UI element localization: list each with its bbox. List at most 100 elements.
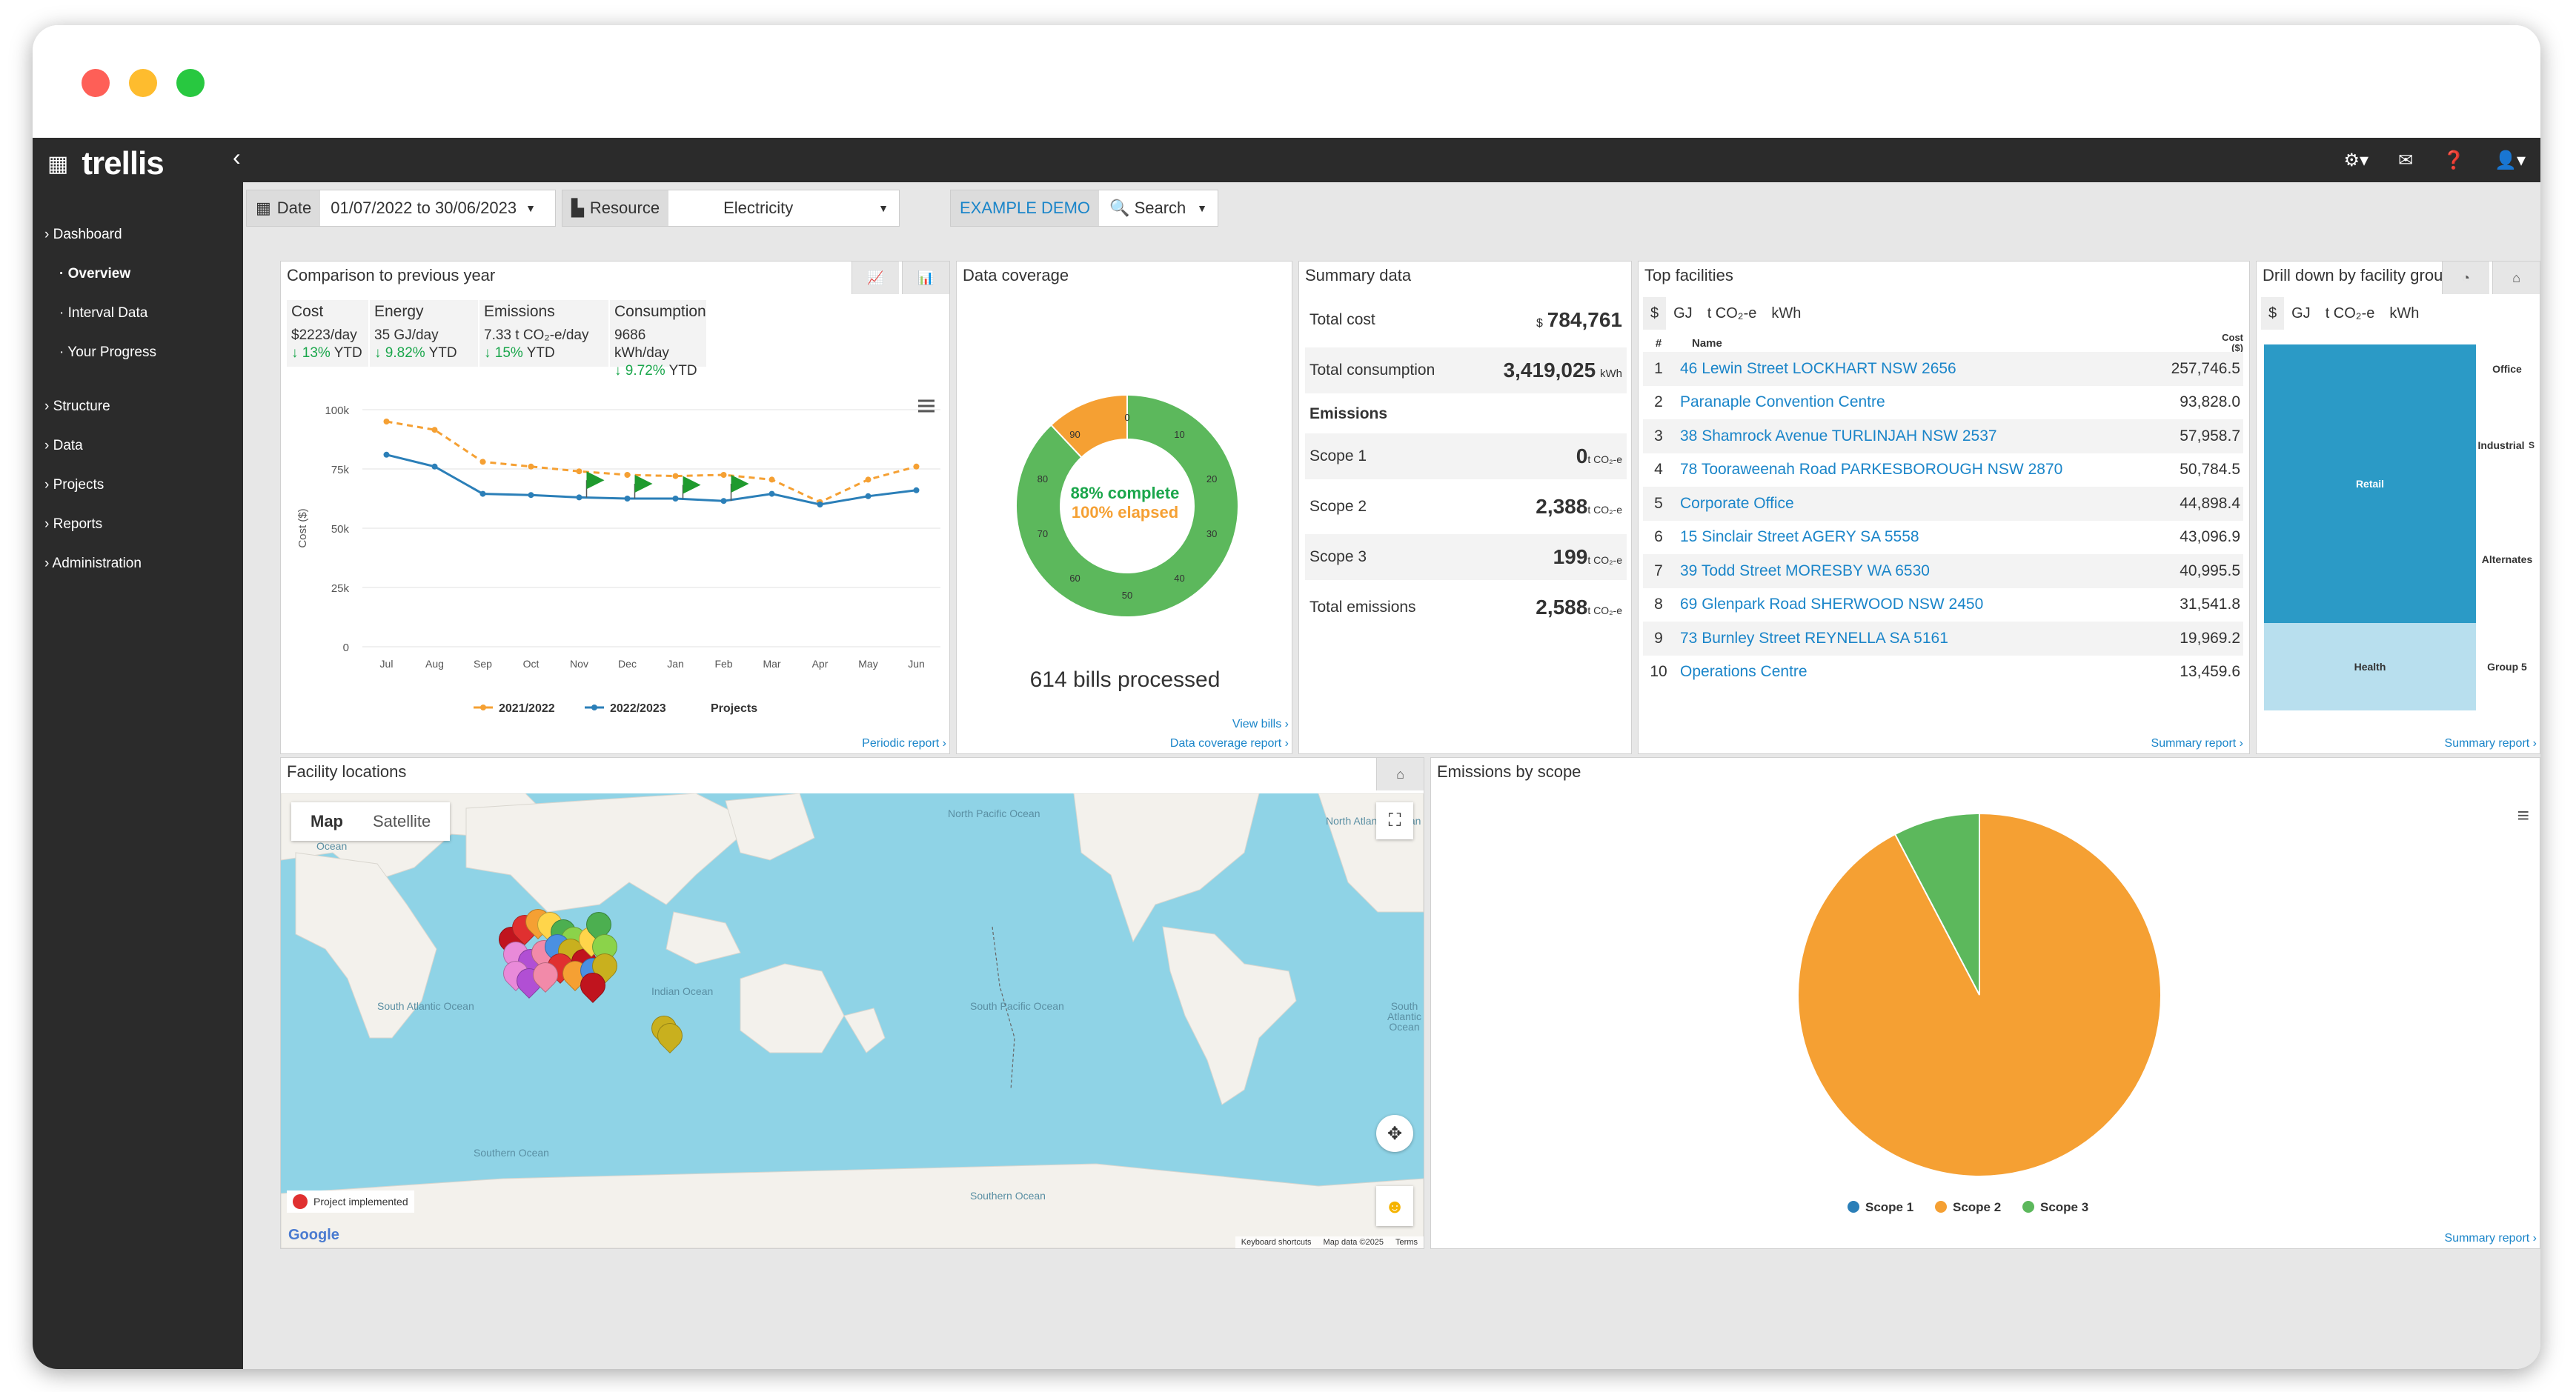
sidebar-item[interactable]: · Interval Data [59,305,148,321]
demo-search-filter[interactable]: EXAMPLE DEMO 🔍 Search ▼ [950,190,1218,227]
facility-name-link[interactable]: 38 Shamrock Avenue TURLINJAH NSW 2537 [1680,427,1997,444]
table-row[interactable]: 4 78 Tooraweenah Road PARKESBOROUGH NSW … [1643,453,2243,487]
data-point[interactable] [865,493,872,499]
mail-icon[interactable]: ✉ [2398,150,2414,170]
street-view-pegman-icon[interactable]: ☻ [1376,1186,1413,1226]
world-map[interactable]: North Pacific Ocean North Atlantic Ocean… [281,793,1424,1248]
legend-label[interactable]: Scope 3 [2040,1200,2088,1214]
table-row[interactable]: 7 39 Todd Street MORESBY WA 6530 40,995.… [1643,554,2243,588]
table-row[interactable]: 5 Corporate Office 44,898.4 [1643,487,2243,521]
chevron-down-icon[interactable]: ▼ [1197,202,1207,214]
date-range-value[interactable]: 01/07/2022 to 30/06/2023 [331,199,517,217]
resource-filter[interactable]: ▙ Resource Electricity ▼ [562,190,900,227]
sidebar-item[interactable]: · Overview [59,266,131,282]
apps-grid-icon[interactable]: ▦ [47,151,69,176]
unit-option[interactable]: $ [1643,297,1667,330]
sidebar-item[interactable]: › Dashboard [44,227,122,242]
treemap-cell-group-5[interactable]: Group 5 [2477,623,2537,710]
view-bills-link[interactable]: View bills › [1232,718,1289,730]
sidebar-item[interactable]: · Your Progress [59,344,156,360]
data-point[interactable] [720,472,727,478]
satellite-tab[interactable]: Satellite [373,812,431,830]
data-point[interactable] [383,419,390,424]
coverage-gap-arc[interactable] [1049,393,1128,459]
search-button[interactable]: 🔍 Search [1109,199,1186,218]
facility-name-link[interactable]: 73 Burnley Street REYNELLA SA 5161 [1680,629,1948,647]
facility-name-link[interactable]: Paranaple Convention Centre [1680,393,1885,411]
settings-gear-icon[interactable]: ⚙▾ [2343,150,2369,170]
resource-value[interactable]: Electricity [723,199,794,217]
help-icon[interactable]: ❓ [2443,150,2466,170]
terms-link[interactable]: Terms [1395,1238,1418,1247]
project-flag-icon[interactable] [586,471,605,490]
sidebar-item[interactable]: › Structure [44,399,110,414]
chart-menu-icon[interactable]: ≡ [2517,804,2529,827]
project-flag-icon[interactable] [683,476,701,494]
data-point[interactable] [720,498,727,504]
data-point[interactable] [672,496,679,502]
maximize-window-button[interactable] [176,69,205,97]
legend-label[interactable]: Scope 1 [1865,1200,1913,1214]
project-flag-icon[interactable] [634,475,653,493]
summary-report-link[interactable]: Summary report › [2151,737,2243,750]
collapse-sidebar-icon[interactable]: ‹ [233,144,241,170]
user-icon[interactable]: 👤▾ [2494,150,2526,170]
data-point[interactable] [913,463,920,470]
chevron-down-icon[interactable]: ▼ [878,202,889,214]
unit-option[interactable]: GJ [1673,304,1693,322]
data-point[interactable] [769,476,775,483]
facility-name-link[interactable]: 69 Glenpark Road SHERWOOD NSW 2450 [1680,596,1984,613]
line-chart-icon[interactable]: 📈 [852,262,899,294]
table-row[interactable]: 10 Operations Centre 13,459.6 [1643,656,2243,690]
treemap-cell-retail[interactable]: Retail [2264,344,2476,623]
legend-label[interactable]: 2021/2022 [499,702,555,715]
data-point[interactable] [528,463,534,470]
minimize-window-button[interactable] [129,69,157,97]
map-tab[interactable]: Map [311,812,343,830]
data-point[interactable] [624,472,631,478]
facility-name-link[interactable]: Operations Centre [1680,663,1807,681]
column-header-name[interactable]: Name [1692,336,1722,350]
date-filter[interactable]: ▦ Date 01/07/2022 to 30/06/2023 ▼ [246,190,556,227]
treemap-cell-industrial[interactable]: Industrial [2477,395,2525,496]
data-point[interactable] [479,459,486,465]
sidebar-item[interactable]: › Reports [44,516,103,532]
data-point[interactable] [817,502,823,507]
home-icon[interactable]: ⌂ [2492,262,2540,294]
unit-option[interactable]: kWh [1771,304,1802,322]
treemap-cell-health[interactable]: Health [2264,623,2476,710]
legend-label[interactable]: Scope 2 [1953,1200,2001,1214]
data-point[interactable] [576,468,582,475]
data-point[interactable] [913,487,920,493]
table-row[interactable]: 9 73 Burnley Street REYNELLA SA 5161 19,… [1643,622,2243,656]
coverage-complete-arc[interactable] [1015,393,1239,618]
unit-option[interactable]: $ [2261,297,2285,330]
data-point[interactable] [383,451,390,458]
data-point[interactable] [431,427,438,433]
treemap-cell-s[interactable]: S [2526,395,2537,496]
keyboard-shortcuts-link[interactable]: Keyboard shortcuts [1241,1238,1312,1247]
data-point[interactable] [769,490,775,497]
fullscreen-icon[interactable]: ⛶ [1376,802,1413,839]
app-logo[interactable]: ▦ trellis [47,145,165,182]
chevron-down-icon[interactable]: ▼ [525,202,536,214]
pie-slice[interactable] [1893,812,1980,996]
map-pan-control-icon[interactable]: ✥ [1376,1115,1413,1152]
project-flag-icon[interactable] [731,475,749,493]
data-point[interactable] [431,463,438,470]
chart-menu-icon[interactable] [918,399,935,413]
table-row[interactable]: 8 69 Glenpark Road SHERWOOD NSW 2450 31,… [1643,588,2243,622]
legend-label[interactable]: Projects [711,702,757,715]
data-point[interactable] [528,492,534,499]
treemap-cell-office[interactable]: Office [2477,344,2537,393]
sidebar-item[interactable]: › Administration [44,556,142,571]
data-point[interactable] [576,494,582,501]
column-header-cost[interactable]: Cost ($) [2222,332,2243,353]
facility-name-link[interactable]: 39 Todd Street MORESBY WA 6530 [1680,562,1930,579]
table-row[interactable]: 1 46 Lewin Street LOCKHART NSW 2656 257,… [1643,352,2243,386]
unit-option[interactable]: kWh [2389,304,2420,322]
unit-option[interactable]: t CO₂-e [2325,304,2375,322]
dashboard-icon[interactable]: ◔ [2442,262,2489,294]
facility-name-link[interactable]: 15 Sinclair Street AGERY SA 5558 [1680,528,1919,546]
data-point[interactable] [479,490,486,497]
